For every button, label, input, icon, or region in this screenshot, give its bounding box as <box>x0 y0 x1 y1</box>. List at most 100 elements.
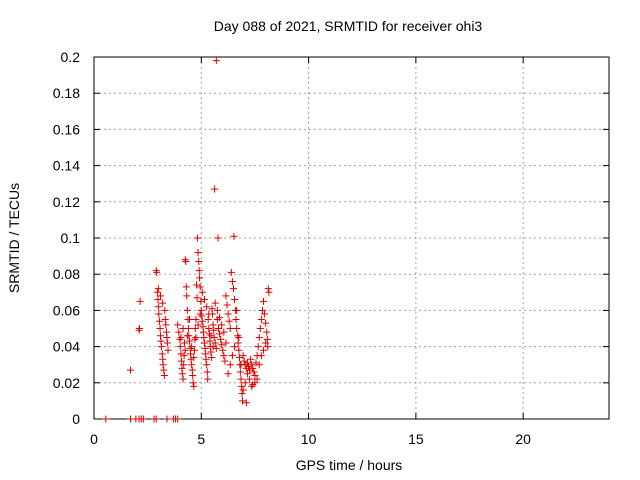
data-point <box>174 321 182 329</box>
data-point <box>154 303 162 311</box>
data-point <box>264 343 272 351</box>
data-point <box>211 185 219 193</box>
data-point <box>252 359 260 367</box>
y-tick-label: 0.12 <box>53 194 80 210</box>
data-point <box>203 303 211 311</box>
data-point <box>178 370 186 378</box>
data-point <box>205 310 213 318</box>
data-point <box>258 306 266 314</box>
data-point <box>257 352 265 360</box>
data-point <box>222 292 230 300</box>
data-point <box>185 315 193 323</box>
data-point <box>238 390 246 398</box>
y-tick-label: 0.14 <box>53 158 80 174</box>
data-point <box>246 375 254 383</box>
data-point <box>181 346 189 354</box>
data-point <box>193 234 201 242</box>
data-point <box>195 267 203 275</box>
data-point <box>246 366 254 374</box>
data-point <box>234 332 242 340</box>
y-tick-label: 0.04 <box>53 339 80 355</box>
data-point <box>208 353 216 361</box>
data-point <box>189 379 197 387</box>
data-point <box>188 361 196 369</box>
data-point <box>159 361 167 369</box>
data-point <box>242 399 250 407</box>
y-tick-label: 0.18 <box>53 85 80 101</box>
grid-lines <box>94 57 609 419</box>
data-point <box>198 288 206 296</box>
chart-title: Day 088 of 2021, SRMTID for receiver ohi… <box>214 18 483 34</box>
data-point <box>231 296 239 304</box>
data-point <box>255 334 263 342</box>
data-point <box>154 285 162 293</box>
data-point <box>204 315 212 323</box>
data-point <box>178 357 186 365</box>
data-point <box>233 306 241 314</box>
data-point <box>174 415 182 423</box>
data-point <box>160 366 168 374</box>
data-point <box>224 310 232 318</box>
data-point <box>175 328 183 336</box>
data-point <box>193 281 201 289</box>
data-point <box>225 317 233 325</box>
data-point <box>262 339 270 347</box>
data-point <box>214 234 222 242</box>
data-point <box>217 335 225 343</box>
data-point <box>181 256 189 264</box>
data-point <box>163 339 171 347</box>
y-axis-label: SRMTID / TECUs <box>6 183 22 293</box>
data-point <box>177 334 185 342</box>
data-point <box>228 352 236 360</box>
data-point <box>220 328 228 336</box>
data-point <box>263 328 271 336</box>
data-point <box>241 379 249 387</box>
data-point <box>197 297 205 305</box>
data-point <box>209 343 217 351</box>
data-point <box>179 375 187 383</box>
data-point <box>177 350 185 358</box>
data-point <box>226 325 234 332</box>
data-point <box>202 355 210 363</box>
data-point <box>223 301 231 309</box>
data-point <box>214 325 222 332</box>
data-point <box>231 343 239 351</box>
y-tick-label: 0.1 <box>61 230 81 246</box>
data-point <box>201 296 209 304</box>
y-tick-label: 0 <box>72 411 80 427</box>
data-point <box>230 232 238 240</box>
axes: 0 0.02 0.04 0.06 0.08 0.1 0.12 0.14 0.16 0.18 0.2 0… <box>53 49 609 447</box>
data-point <box>238 382 246 390</box>
data-point <box>212 344 220 352</box>
data-point <box>262 319 270 327</box>
data-point <box>226 361 234 369</box>
plot-frame <box>93 56 610 420</box>
data-point <box>216 330 224 338</box>
data-point <box>263 335 271 343</box>
data-point <box>255 361 263 369</box>
data-point <box>210 334 218 342</box>
data-point <box>243 370 251 378</box>
data-point <box>164 346 172 354</box>
data-point <box>207 332 215 340</box>
data-point <box>136 297 144 305</box>
data-point <box>238 397 246 405</box>
data-point <box>249 381 257 389</box>
data-point <box>243 359 251 367</box>
y-tick-label: 0.16 <box>53 121 80 137</box>
data-point <box>180 361 188 369</box>
data-point <box>192 334 200 342</box>
data-point <box>207 348 215 356</box>
data-point <box>228 277 236 285</box>
data-point <box>190 353 198 361</box>
data-points <box>102 57 273 423</box>
data-point <box>192 315 200 323</box>
data-point <box>254 343 262 351</box>
data-point <box>203 361 211 369</box>
data-point <box>196 310 204 318</box>
y-tick-label: 0.06 <box>53 302 80 318</box>
data-point <box>264 285 272 293</box>
data-point <box>229 285 237 293</box>
data-point <box>201 339 209 347</box>
